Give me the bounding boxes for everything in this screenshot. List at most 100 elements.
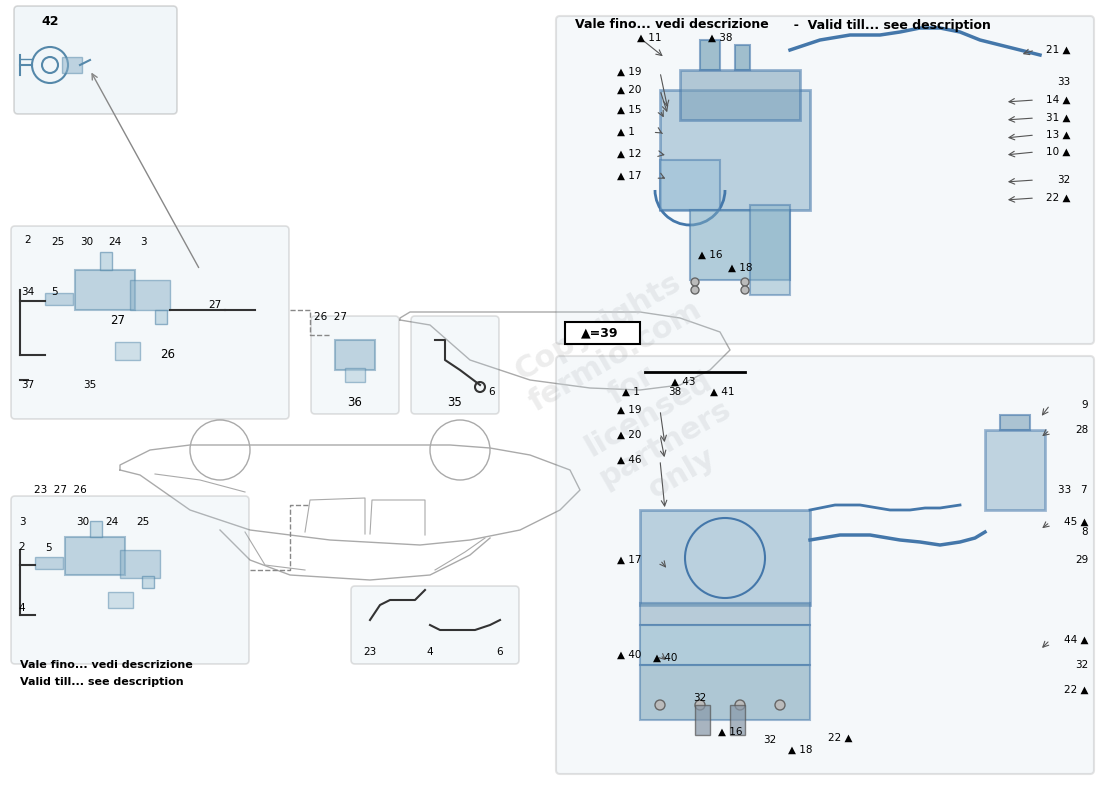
Text: 4: 4 xyxy=(427,647,433,657)
Text: 3: 3 xyxy=(19,517,25,527)
Text: ▲ 19: ▲ 19 xyxy=(617,67,641,77)
Text: 24: 24 xyxy=(109,237,122,247)
FancyBboxPatch shape xyxy=(351,586,519,664)
Circle shape xyxy=(776,700,785,710)
Text: 23: 23 xyxy=(363,647,376,657)
Text: 5: 5 xyxy=(45,543,52,553)
Text: 23  27  26: 23 27 26 xyxy=(34,485,87,495)
Bar xyxy=(45,293,73,305)
FancyBboxPatch shape xyxy=(11,226,289,419)
Text: ▲ 40: ▲ 40 xyxy=(652,653,678,663)
Bar xyxy=(660,160,720,210)
Text: 35: 35 xyxy=(84,380,97,390)
Text: 35: 35 xyxy=(448,395,462,409)
Bar xyxy=(640,510,810,605)
Text: 13 ▲: 13 ▲ xyxy=(1045,130,1070,140)
Text: 32: 32 xyxy=(763,735,777,745)
Text: Valid till... see description: Valid till... see description xyxy=(20,677,184,687)
Text: 6: 6 xyxy=(497,647,504,657)
Text: 27: 27 xyxy=(110,314,125,326)
Circle shape xyxy=(654,700,666,710)
Bar xyxy=(62,57,82,73)
Bar xyxy=(565,322,640,344)
Text: 30: 30 xyxy=(80,237,94,247)
Text: ▲ 17: ▲ 17 xyxy=(617,555,641,565)
Text: ▲ 15: ▲ 15 xyxy=(617,105,641,115)
Text: 25: 25 xyxy=(52,237,65,247)
Text: ▲ 18: ▲ 18 xyxy=(788,745,812,755)
Text: 22 ▲: 22 ▲ xyxy=(1045,193,1070,203)
Bar xyxy=(336,340,375,370)
FancyBboxPatch shape xyxy=(14,6,177,114)
Text: 44 ▲: 44 ▲ xyxy=(1064,635,1088,645)
FancyBboxPatch shape xyxy=(311,316,399,414)
Bar xyxy=(695,705,710,735)
Text: 2: 2 xyxy=(24,235,31,245)
Text: 37: 37 xyxy=(21,380,34,390)
Text: ▲ 12: ▲ 12 xyxy=(617,149,641,159)
Text: 34: 34 xyxy=(21,287,34,297)
Bar xyxy=(65,537,125,575)
Text: 32: 32 xyxy=(1075,660,1088,670)
Text: 4: 4 xyxy=(19,603,25,613)
Text: 28: 28 xyxy=(1075,425,1088,435)
Bar xyxy=(735,45,750,70)
Bar xyxy=(35,557,63,569)
Text: ▲ 41: ▲ 41 xyxy=(710,387,735,397)
Bar xyxy=(90,521,102,537)
Text: ▲ 20: ▲ 20 xyxy=(617,430,641,440)
Bar xyxy=(730,705,745,735)
Text: 32: 32 xyxy=(693,693,706,703)
Text: 25: 25 xyxy=(136,517,150,527)
Text: 38: 38 xyxy=(668,387,681,397)
Bar xyxy=(120,550,160,578)
Text: 42: 42 xyxy=(42,15,58,28)
Text: ▲ 1: ▲ 1 xyxy=(617,127,635,137)
Bar xyxy=(142,576,154,588)
Circle shape xyxy=(691,278,698,286)
Bar xyxy=(100,252,112,270)
Text: ▲ 1: ▲ 1 xyxy=(621,387,640,397)
Text: ▲ 20: ▲ 20 xyxy=(617,85,641,95)
Text: 30: 30 xyxy=(76,517,89,527)
Text: 22 ▲: 22 ▲ xyxy=(827,733,853,743)
Circle shape xyxy=(735,700,745,710)
FancyBboxPatch shape xyxy=(411,316,499,414)
Text: 27: 27 xyxy=(208,300,221,310)
Bar xyxy=(1000,415,1030,430)
Text: ▲ 43: ▲ 43 xyxy=(671,377,695,387)
Bar xyxy=(640,665,810,720)
Text: Vale fino... vedi descrizione: Vale fino... vedi descrizione xyxy=(575,18,769,31)
Text: 36: 36 xyxy=(348,395,362,409)
Text: 22 ▲: 22 ▲ xyxy=(1064,685,1088,695)
Text: 26  27: 26 27 xyxy=(314,312,346,322)
Text: 33: 33 xyxy=(1057,77,1070,87)
Text: ▲ 16: ▲ 16 xyxy=(717,727,743,737)
Text: 3: 3 xyxy=(140,237,146,247)
FancyBboxPatch shape xyxy=(11,496,249,664)
Text: ▲ 11: ▲ 11 xyxy=(637,33,661,43)
Text: ▲ 38: ▲ 38 xyxy=(707,33,733,43)
Circle shape xyxy=(691,286,698,294)
Text: ▲ 16: ▲ 16 xyxy=(697,250,723,260)
Bar xyxy=(116,342,140,360)
Text: 31 ▲: 31 ▲ xyxy=(1045,113,1070,123)
Text: 45 ▲: 45 ▲ xyxy=(1064,517,1088,527)
Text: 33   7: 33 7 xyxy=(1058,485,1088,495)
Bar xyxy=(155,310,167,324)
Bar xyxy=(130,280,170,310)
Bar xyxy=(640,625,810,665)
Text: ▲=39: ▲=39 xyxy=(581,326,618,339)
Circle shape xyxy=(695,700,705,710)
Text: 6: 6 xyxy=(488,387,495,397)
Text: ▲ 40: ▲ 40 xyxy=(617,650,641,660)
Bar xyxy=(640,603,810,625)
Bar xyxy=(660,90,810,210)
Text: Copyrights
fermio.com
for
licensed
partners
only: Copyrights fermio.com for licensed partn… xyxy=(507,266,773,534)
Text: 14 ▲: 14 ▲ xyxy=(1045,95,1070,105)
FancyBboxPatch shape xyxy=(556,16,1094,344)
Text: 26: 26 xyxy=(161,349,176,362)
Bar xyxy=(700,40,720,70)
Text: 21 ▲: 21 ▲ xyxy=(1045,45,1070,55)
Text: 2: 2 xyxy=(19,542,25,552)
